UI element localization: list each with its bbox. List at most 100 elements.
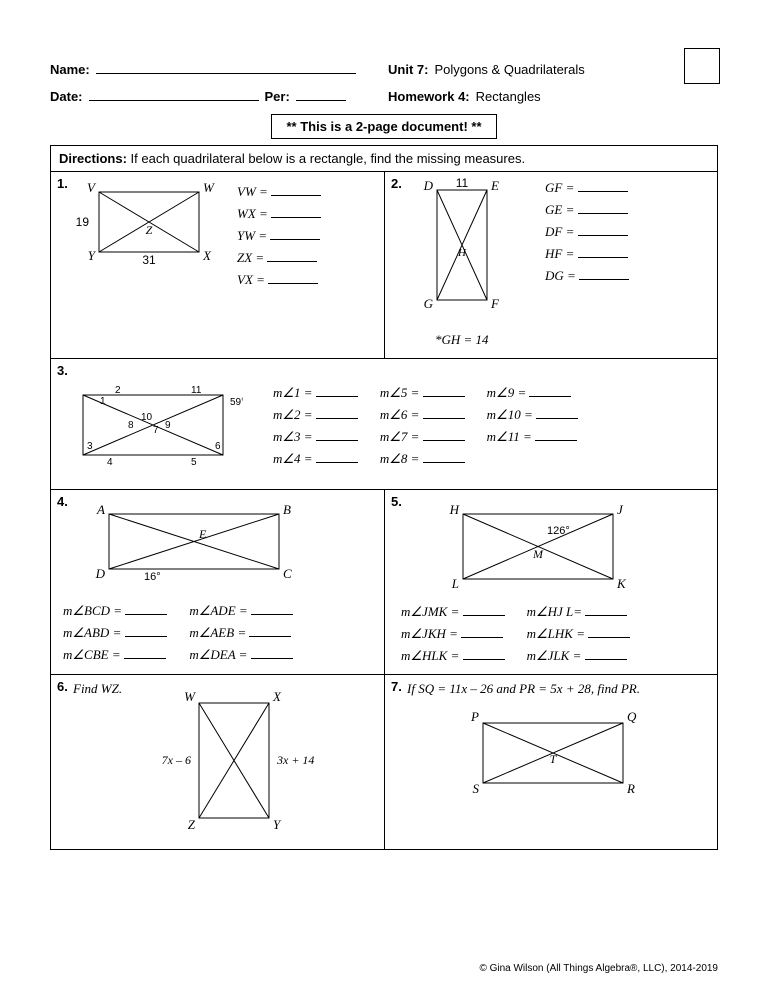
per-label: Per: (265, 89, 290, 104)
p4-abd[interactable] (125, 625, 167, 637)
p5-num: 5. (391, 494, 402, 509)
directions-label: Directions: (59, 151, 127, 166)
p6-figure: W X Z Y 7x – 6 3x + 14 (139, 689, 329, 839)
svg-text:F: F (490, 296, 500, 311)
svg-text:B: B (283, 502, 291, 517)
problem-7: 7. If SQ = 11x – 26 and PR = 5x + 28, fi… (384, 675, 717, 849)
row-1: 1. V W Y X Z 19 31 VW = WX = YW (51, 172, 717, 359)
row-4: 6. Find WZ. W X Z Y 7x – 6 3x + 14 7. If… (51, 675, 717, 849)
p2-note: *GH = 14 (435, 332, 527, 348)
svg-text:11: 11 (456, 178, 469, 190)
p5-jmk[interactable] (463, 604, 505, 616)
p4-cbe[interactable] (124, 647, 166, 659)
svg-text:W: W (184, 689, 196, 704)
svg-text:E: E (490, 178, 499, 193)
score-box (684, 48, 720, 84)
svg-text:8: 8 (128, 420, 134, 431)
p2-num: 2. (391, 176, 402, 191)
p1-yw[interactable] (270, 228, 320, 240)
svg-text:D: D (423, 178, 434, 193)
svg-text:V: V (87, 182, 97, 195)
row-2: 3. 1 2 11 59° 10 8 7 9 3 4 5 6 (51, 359, 717, 490)
p3-m6[interactable] (423, 407, 465, 419)
p2-dg[interactable] (579, 268, 629, 280)
p4-bcd[interactable] (125, 603, 167, 615)
p3-m2[interactable] (316, 407, 358, 419)
p2-df[interactable] (578, 224, 628, 236)
svg-text:X: X (272, 689, 282, 704)
svg-text:G: G (424, 296, 434, 311)
p5-hjl[interactable] (585, 604, 627, 616)
date-label: Date: (50, 89, 83, 104)
name-field[interactable] (96, 60, 356, 74)
svg-text:4: 4 (107, 457, 113, 468)
problem-3: 3. 1 2 11 59° 10 8 7 9 3 4 5 6 (51, 359, 717, 489)
p2-ge[interactable] (578, 202, 628, 214)
svg-text:W: W (203, 182, 215, 195)
p3-m7[interactable] (423, 429, 465, 441)
svg-text:D: D (95, 566, 106, 581)
svg-text:Y: Y (88, 248, 97, 263)
worksheet: Directions: If each quadrilateral below … (50, 145, 718, 850)
p7-figure: P Q S R T (463, 709, 653, 809)
directions: Directions: If each quadrilateral below … (51, 146, 717, 172)
p1-zx[interactable] (267, 250, 317, 262)
p1-wx[interactable] (271, 206, 321, 218)
p5-hlk[interactable] (463, 648, 505, 660)
svg-text:1: 1 (100, 396, 106, 407)
svg-text:59°: 59° (230, 397, 243, 408)
problem-2: 2. D E G F H 11 *GH = 14 GF = (384, 172, 717, 358)
svg-text:6: 6 (215, 441, 221, 452)
p3-m8[interactable] (423, 451, 465, 463)
name-label: Name: (50, 62, 90, 77)
p2-gf[interactable] (578, 180, 628, 192)
p3-m9[interactable] (529, 385, 571, 397)
svg-text:11: 11 (191, 385, 202, 396)
p5-figure: H J L K M 126° (443, 502, 643, 602)
svg-text:19: 19 (76, 215, 90, 229)
problem-4: 4. A B D C E 16° m∠BCD = m∠ABD = (51, 490, 384, 674)
svg-text:Z: Z (146, 223, 153, 237)
p4-dea[interactable] (251, 647, 293, 659)
svg-text:M: M (532, 547, 544, 561)
unit-text: Polygons & Quadrilaterals (434, 62, 584, 77)
problem-6: 6. Find WZ. W X Z Y 7x – 6 3x + 14 (51, 675, 384, 849)
svg-text:S: S (473, 781, 480, 796)
svg-text:2: 2 (115, 385, 121, 396)
svg-text:R: R (626, 781, 635, 796)
svg-text:31: 31 (142, 253, 156, 267)
p4-aeb[interactable] (249, 625, 291, 637)
svg-text:K: K (616, 576, 627, 591)
p3-m11[interactable] (535, 429, 577, 441)
p2-hf[interactable] (578, 246, 628, 258)
p1-vx[interactable] (268, 272, 318, 284)
p1-vw[interactable] (271, 184, 321, 196)
svg-text:7: 7 (153, 425, 159, 436)
p2-figure: D E G F H 11 (407, 178, 527, 328)
per-field[interactable] (296, 87, 346, 101)
svg-text:E: E (198, 527, 207, 541)
date-field[interactable] (89, 87, 259, 101)
p6-num: 6. (57, 679, 68, 694)
p3-num: 3. (57, 363, 68, 378)
p3-m4[interactable] (316, 451, 358, 463)
p3-m3[interactable] (316, 429, 358, 441)
p5-lhk[interactable] (588, 626, 630, 638)
p5-jkh[interactable] (461, 626, 503, 638)
svg-text:3: 3 (87, 441, 93, 452)
p5-jlk[interactable] (585, 648, 627, 660)
svg-text:J: J (617, 502, 624, 517)
p4-ade[interactable] (251, 603, 293, 615)
svg-text:16°: 16° (144, 571, 161, 583)
svg-text:C: C (283, 566, 292, 581)
svg-text:L: L (451, 576, 459, 591)
p3-m10[interactable] (536, 407, 578, 419)
p3-m1[interactable] (316, 385, 358, 397)
svg-text:A: A (96, 502, 105, 517)
banner-text: ** This is a 2-page document! ** (271, 114, 496, 139)
header: Name: Unit 7: Polygons & Quadrilaterals … (50, 60, 718, 104)
p3-m5[interactable] (423, 385, 465, 397)
svg-text:X: X (202, 248, 212, 263)
problem-5: 5. H J L K M 126° m∠JMK = m∠JKH = (384, 490, 717, 674)
directions-text: If each quadrilateral below is a rectang… (131, 151, 526, 166)
